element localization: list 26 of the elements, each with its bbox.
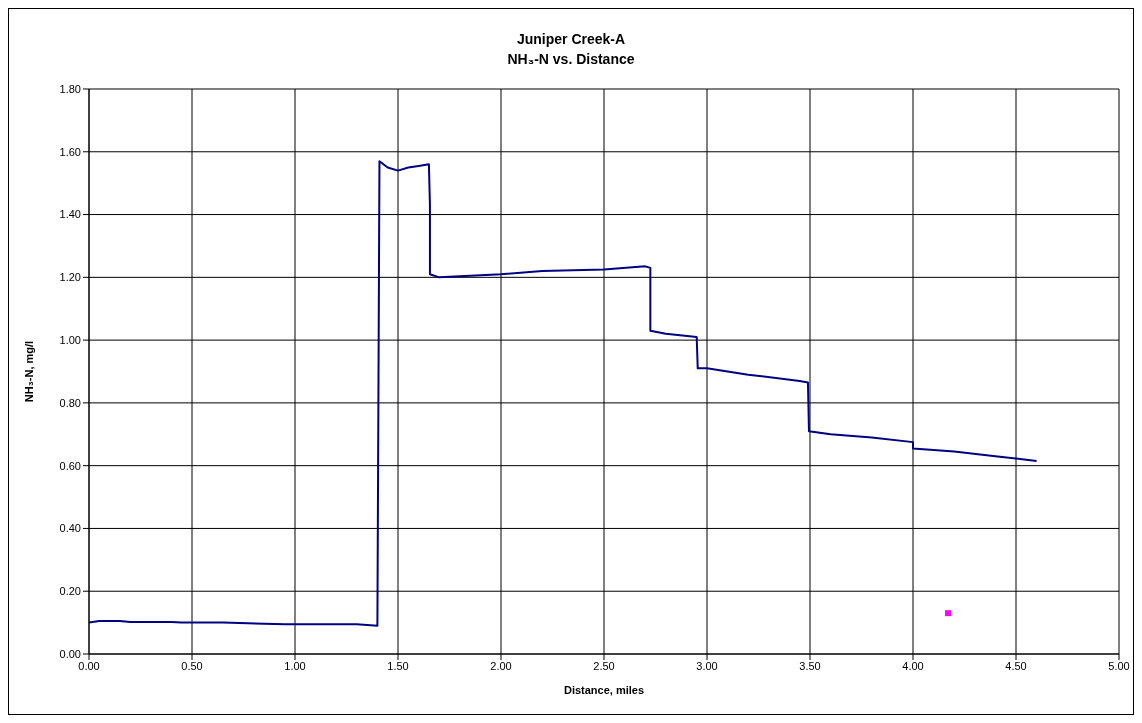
y-axis-title: NH₃-N, mg/l [22,340,35,403]
y-tick-label: 1.80 [59,82,81,95]
x-tick-label: 4.00 [902,659,924,672]
x-tick-label: 2.50 [593,659,615,672]
y-tick-label: 0.00 [59,647,81,660]
y-tick-label: 1.20 [59,271,81,284]
y-tick-label: 0.80 [59,396,81,409]
y-tick-label: 0.20 [59,585,81,598]
x-tick-label: 1.00 [284,659,306,672]
chart-subtitle: NH₃-N vs. Distance [506,50,636,69]
x-tick-label: 4.50 [1005,659,1027,672]
x-tick-label: 3.00 [696,659,718,672]
y-tick-label: 0.40 [59,522,81,535]
x-tick-label: 3.50 [799,659,821,672]
y-tick-label: 1.40 [59,208,81,221]
x-tick-label: 0.50 [181,659,203,672]
x-tick-label: 1.50 [387,659,409,672]
line-series [89,160,1038,627]
x-tick-label: 2.00 [490,659,512,672]
y-tick-label: 1.00 [59,334,81,347]
y-tick-label: 1.60 [59,145,81,158]
chart-title: Juniper Creek-A [515,30,627,49]
x-tick-label: 5.00 [1108,659,1130,672]
y-tick-label: 0.60 [59,459,81,472]
x-axis-title: Distance, miles [563,684,645,696]
x-tick-label: 0.00 [78,659,100,672]
